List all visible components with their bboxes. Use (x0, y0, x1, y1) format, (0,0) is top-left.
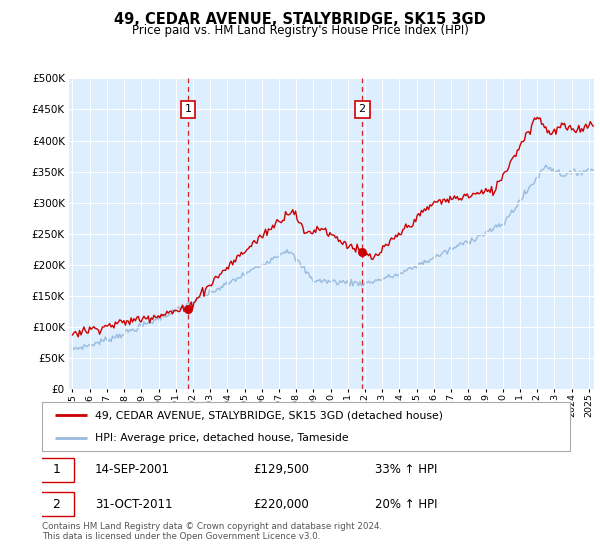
Text: 49, CEDAR AVENUE, STALYBRIDGE, SK15 3GD (detached house): 49, CEDAR AVENUE, STALYBRIDGE, SK15 3GD … (95, 410, 443, 420)
FancyBboxPatch shape (42, 402, 570, 451)
Text: 49, CEDAR AVENUE, STALYBRIDGE, SK15 3GD: 49, CEDAR AVENUE, STALYBRIDGE, SK15 3GD (114, 12, 486, 27)
Text: £220,000: £220,000 (253, 498, 309, 511)
Text: 2: 2 (53, 498, 61, 511)
Text: HPI: Average price, detached house, Tameside: HPI: Average price, detached house, Tame… (95, 433, 349, 442)
FancyBboxPatch shape (40, 458, 74, 482)
Text: 31-OCT-2011: 31-OCT-2011 (95, 498, 172, 511)
Text: Price paid vs. HM Land Registry's House Price Index (HPI): Price paid vs. HM Land Registry's House … (131, 24, 469, 37)
Text: £129,500: £129,500 (253, 464, 309, 477)
Text: 33% ↑ HPI: 33% ↑ HPI (374, 464, 437, 477)
Text: 2: 2 (359, 105, 366, 114)
Text: 1: 1 (53, 464, 61, 477)
Text: 20% ↑ HPI: 20% ↑ HPI (374, 498, 437, 511)
Text: Contains HM Land Registry data © Crown copyright and database right 2024.
This d: Contains HM Land Registry data © Crown c… (42, 522, 382, 542)
Text: 1: 1 (184, 105, 191, 114)
Text: 14-SEP-2001: 14-SEP-2001 (95, 464, 170, 477)
FancyBboxPatch shape (40, 492, 74, 516)
